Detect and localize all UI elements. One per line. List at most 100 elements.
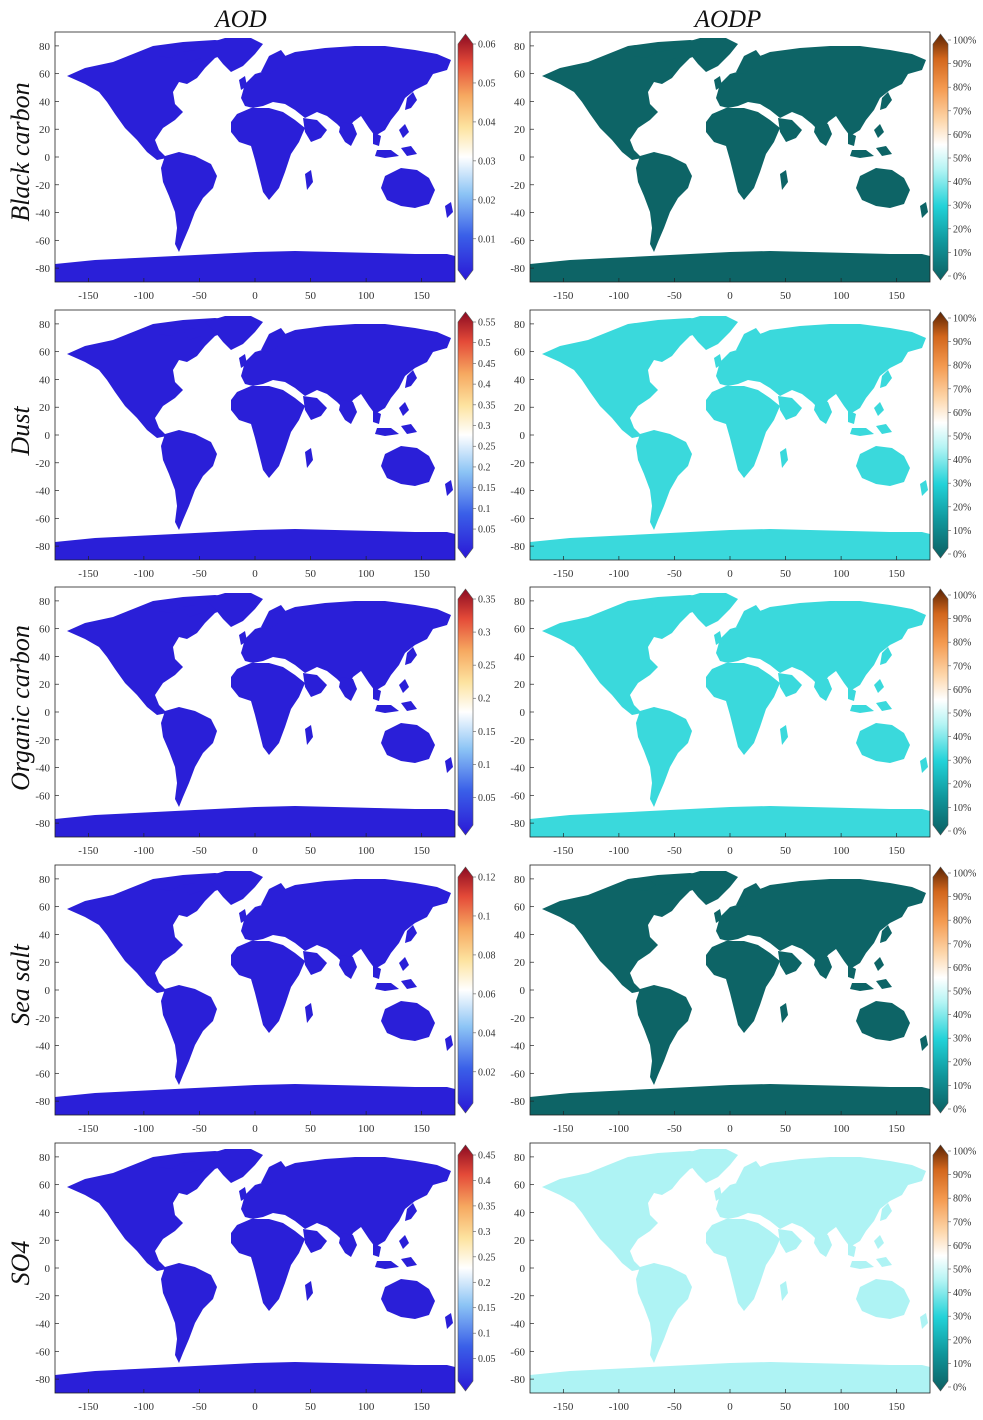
y-tick-label: 40 <box>514 96 526 108</box>
y-tick-label: -60 <box>510 1068 525 1080</box>
y-tick-label: -20 <box>35 1291 50 1303</box>
colorbar-tick-label: 0.12 <box>478 873 496 884</box>
y-tick-label: 60 <box>39 69 51 81</box>
y-tick-label: 60 <box>39 624 51 636</box>
y-tick-label: 20 <box>514 679 526 691</box>
colorbar-tick-label: 30% <box>953 201 971 212</box>
row-title-black-carbon: Black carbon <box>6 82 35 221</box>
colorbar-tick-label: 60% <box>953 130 971 141</box>
column-title-aodp: AODP <box>693 6 762 33</box>
landmass <box>530 593 930 837</box>
colorbar-tick-label: 0.2 <box>478 694 491 705</box>
landmass <box>55 38 455 282</box>
y-tick-label: -40 <box>510 1041 525 1053</box>
x-tick-label: 50 <box>305 845 317 857</box>
x-tick-label: 100 <box>833 290 850 302</box>
y-tick-label: 20 <box>39 124 51 136</box>
colorbar-tick-label: 0.06 <box>478 40 496 51</box>
y-tick-label: 40 <box>514 929 526 941</box>
colorbar-tick-label: 0.1 <box>478 911 491 922</box>
colorbar-tick-label: 80% <box>953 83 971 94</box>
y-tick-label: -40 <box>510 1319 525 1331</box>
x-tick-label: -150 <box>553 845 574 857</box>
y-tick-label: 20 <box>514 1235 526 1247</box>
x-tick-label: 0 <box>252 290 258 302</box>
x-tick-label: -50 <box>192 568 207 580</box>
x-tick-label: -150 <box>78 1401 99 1413</box>
colorbar-tick-label: 70% <box>953 1217 971 1228</box>
y-tick-label: 80 <box>514 319 526 331</box>
y-tick-label: -80 <box>510 541 525 553</box>
colorbar-tick-label: 10% <box>953 526 971 537</box>
colorbar-tick-label: 90% <box>953 614 971 625</box>
x-tick-label: 100 <box>358 568 375 580</box>
x-tick-label: 100 <box>358 290 375 302</box>
row-title-organic-carbon: Organic carbon <box>6 625 35 791</box>
colorbar-tick-label: 0.02 <box>478 195 496 206</box>
y-tick-label: -80 <box>35 1096 50 1108</box>
colorbar-tick-label: 0.25 <box>478 1252 496 1263</box>
colorbar-tick-label: 40% <box>953 732 971 743</box>
x-tick-label: 0 <box>252 568 258 580</box>
colorbar-tick-label: 50% <box>953 154 971 165</box>
x-tick-label: 0 <box>727 1401 733 1413</box>
x-tick-label: -150 <box>553 290 574 302</box>
y-tick-label: 0 <box>520 1263 526 1275</box>
colorbar-tick-label: 0.2 <box>478 1278 491 1289</box>
colorbar-tick-label: 100% <box>953 314 976 325</box>
x-tick-label: -50 <box>667 1123 682 1135</box>
colorbar-tick-label: 0.05 <box>478 793 496 804</box>
y-tick-label: 0 <box>520 707 526 719</box>
y-tick-label: -40 <box>35 763 50 775</box>
colorbar-tick-label: 50% <box>953 1265 971 1276</box>
y-tick-label: -40 <box>35 486 50 498</box>
x-tick-label: -100 <box>609 1401 630 1413</box>
colorbar-tick-label: 40% <box>953 1288 971 1299</box>
colorbar-tick-label: 30% <box>953 756 971 767</box>
y-tick-label: 60 <box>39 1180 51 1192</box>
colorbar-tick-label: 0% <box>953 827 966 838</box>
y-tick-label: -80 <box>35 818 50 830</box>
y-tick-label: 80 <box>514 41 526 53</box>
y-tick-label: -20 <box>35 458 50 470</box>
landmass <box>55 316 455 560</box>
x-tick-label: 100 <box>358 1123 375 1135</box>
x-tick-label: 50 <box>305 290 317 302</box>
x-tick-label: -50 <box>192 1401 207 1413</box>
colorbar: 100% 90% 80% 70% 60% 50% 40% 30% 20% 10% 0% <box>932 33 976 283</box>
y-tick-label: 20 <box>514 957 526 969</box>
x-tick-label: 100 <box>833 845 850 857</box>
y-tick-label: -80 <box>35 263 50 275</box>
colorbar-tick-label: 10% <box>953 1359 971 1370</box>
x-tick-label: 100 <box>358 845 375 857</box>
colorbar-tick-label: 0.35 <box>478 1201 496 1212</box>
x-tick-label: 100 <box>833 1401 850 1413</box>
x-tick-label: 0 <box>727 1123 733 1135</box>
landmass <box>530 316 930 560</box>
y-tick-label: -80 <box>35 1374 50 1386</box>
colorbar-tick-label: 50% <box>953 709 971 720</box>
colorbar-tick-label: 0.55 <box>478 318 496 329</box>
y-tick-label: -20 <box>510 1013 525 1025</box>
y-tick-label: -20 <box>510 735 525 747</box>
y-tick-label: -80 <box>510 1374 525 1386</box>
colorbar-tick-label: 0.3 <box>478 1227 491 1238</box>
y-tick-label: -60 <box>35 513 50 525</box>
colorbar-tick-label: 60% <box>953 685 971 696</box>
x-tick-label: 150 <box>888 568 905 580</box>
map-panel-organic-carbon-aodp: 80 60 40 20 0 -20 -40 -60 -80 -150 -100 -50 0 50 100 15… <box>510 586 976 857</box>
y-tick-label: 60 <box>39 902 51 914</box>
x-tick-label: -50 <box>667 1401 682 1413</box>
map-panel-so4-aodp: 80 60 40 20 0 -20 -40 -60 -80 -150 -100 -50 0 50 100 15… <box>510 1142 976 1413</box>
landmass <box>530 38 930 282</box>
x-tick-label: 100 <box>358 1401 375 1413</box>
y-tick-label: 20 <box>39 402 51 414</box>
colorbar-tick-label: 80% <box>953 638 971 649</box>
landmass <box>530 1149 930 1393</box>
x-tick-label: -100 <box>609 290 630 302</box>
colorbar-tick-label: 80% <box>953 916 971 927</box>
x-tick-label: 150 <box>413 290 430 302</box>
x-tick-label: 50 <box>305 1123 317 1135</box>
y-tick-label: -20 <box>35 180 50 192</box>
map-panel-organic-carbon-aod: 80 60 40 20 0 -20 -40 -60 -80 -150 -100 -50 0 50 100 15… <box>35 586 496 857</box>
